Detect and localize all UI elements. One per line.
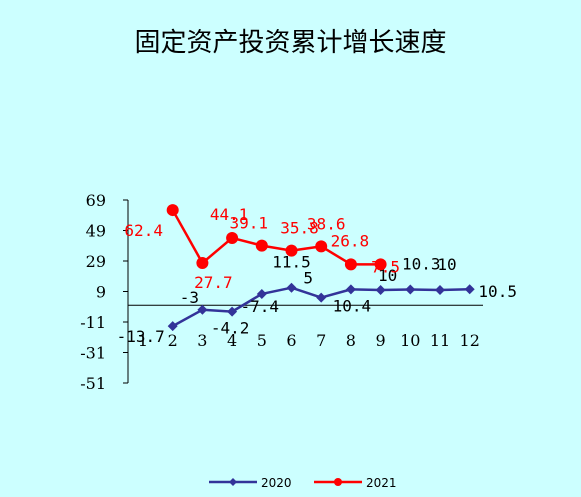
x-tick-label: 7	[316, 331, 326, 350]
data-label-2021: 35.8	[280, 219, 319, 238]
y-tick-label: -31	[80, 344, 106, 363]
data-point-2020	[197, 304, 208, 315]
data-label-2020: 10	[437, 255, 456, 274]
data-point-2020	[435, 284, 445, 295]
y-tick-label: -51	[80, 374, 106, 393]
data-point-2021	[166, 204, 179, 217]
x-tick-label: 10	[400, 331, 420, 350]
data-label-2020: -4.2	[211, 319, 250, 338]
data-point-2021	[344, 258, 357, 271]
series-2021: 62.4 27.7 44.139.1 35.838.626.87.5	[124, 204, 400, 292]
data-label-2020: -7.4	[241, 297, 280, 316]
data-label-2021: 44.1	[210, 205, 249, 224]
legend-label-2021: 2021	[366, 476, 397, 490]
legend-label-2020: 2020	[261, 476, 292, 490]
series-line-segment	[231, 292, 263, 313]
data-point-2020	[167, 321, 178, 332]
data-point-2021	[226, 231, 239, 244]
data-label-2020: 10	[378, 266, 397, 285]
series-line-segment	[350, 288, 381, 292]
series-line-segment	[261, 286, 292, 296]
data-label-2020: 10.5	[478, 282, 517, 301]
x-tick-label: 3	[197, 331, 207, 350]
x-tick-label: 9	[376, 331, 386, 350]
data-point-2021	[196, 256, 209, 269]
y-tick-label: 49	[86, 222, 106, 241]
data-label-2021: 62.4	[124, 221, 163, 240]
data-point-2020	[286, 282, 297, 293]
data-label-2020: 11.5	[272, 253, 311, 272]
x-tick-label: 5	[257, 331, 267, 350]
data-point-2020	[256, 288, 267, 299]
series-line-segment	[172, 308, 204, 328]
data-label-2020: 5	[303, 269, 313, 288]
data-label-2020: -13.7	[117, 327, 165, 346]
y-tick-label: 29	[86, 252, 106, 271]
data-point-2020	[464, 284, 475, 295]
data-point-2021	[315, 240, 328, 253]
x-tick-label: 11	[430, 331, 450, 350]
chart-title: 固定资产投资累计增长速度	[134, 28, 447, 58]
data-point-2020	[345, 284, 356, 295]
x-tick-label: 12	[460, 331, 480, 350]
series-line-segment	[201, 237, 233, 264]
legend-marker-2021	[334, 478, 342, 486]
data-label-2021: 26.8	[331, 231, 370, 250]
series-line-segment	[320, 288, 352, 299]
data-point-2020	[375, 284, 386, 295]
data-label-2021: 27.7	[194, 273, 233, 292]
x-tick-label: 8	[346, 331, 356, 350]
data-label-2020: 10.3	[402, 255, 441, 274]
data-label-2021: 7.5	[371, 257, 400, 276]
data-label-2021: 38.6	[307, 214, 346, 233]
data-label-2020: -3	[180, 288, 199, 307]
data-label-2020: 10.4	[333, 296, 372, 315]
x-tick-label: 6	[286, 331, 296, 350]
series-line-segment	[202, 308, 233, 313]
x-tick-label: 2	[168, 331, 178, 350]
data-point-2020	[405, 284, 416, 295]
data-point-2021	[285, 244, 298, 257]
data-point-2021	[374, 258, 387, 271]
data-label-2021: 39.1	[230, 214, 269, 233]
series-line-segment	[291, 286, 322, 299]
y-tick-label: -11	[80, 313, 106, 332]
legend-marker-2020	[229, 478, 237, 486]
series-line-segment	[171, 209, 204, 264]
data-point-2021	[255, 239, 268, 252]
y-tick-label: 9	[96, 283, 106, 302]
series-line-segment	[439, 287, 470, 292]
data-point-2020	[227, 306, 238, 317]
x-tick-label: 1	[138, 331, 148, 350]
data-point-2020	[316, 292, 327, 303]
x-tick-label: 4	[227, 331, 237, 350]
y-tick-label: 69	[86, 191, 106, 210]
